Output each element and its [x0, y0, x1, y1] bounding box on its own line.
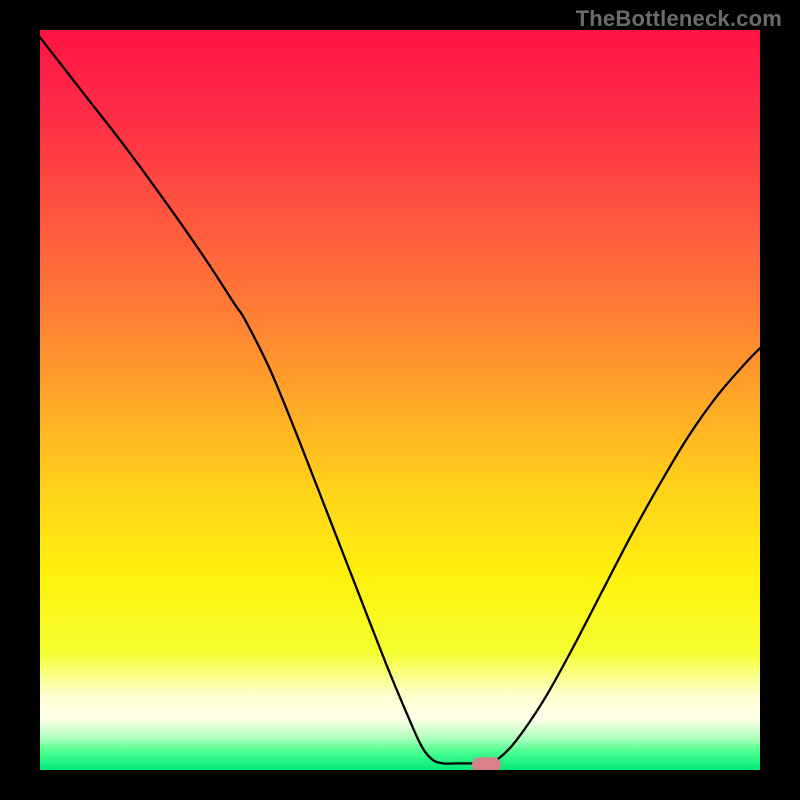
gradient-background — [40, 30, 760, 770]
bottleneck-curve-chart — [40, 30, 760, 770]
chart-frame: TheBottleneck.com — [0, 0, 800, 800]
optimal-point-marker — [472, 757, 501, 770]
watermark-text: TheBottleneck.com — [576, 6, 782, 32]
plot-area — [40, 30, 760, 770]
